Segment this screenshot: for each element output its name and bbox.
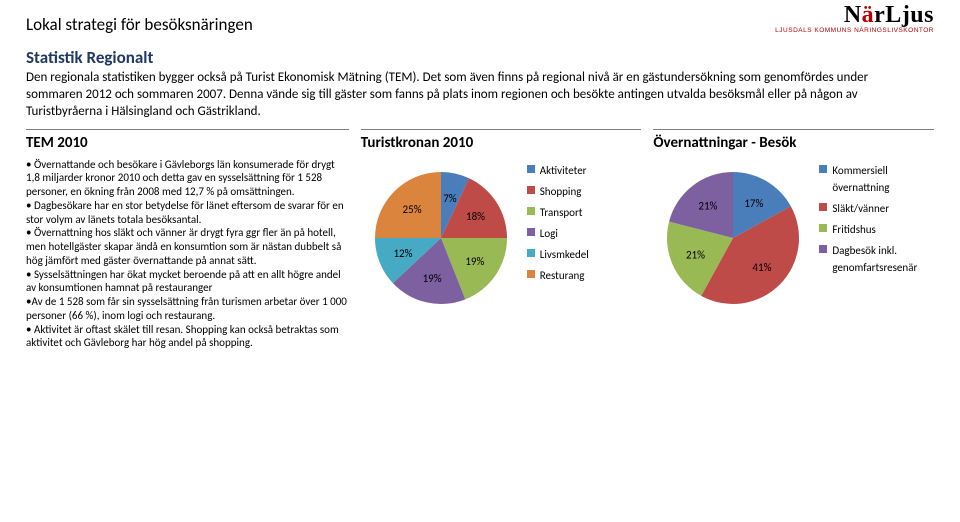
column-overnattningar: Övernattningar - Besök 17% 41% 21% 21% Komm… [653,129,934,351]
logo-text: NärLjus [844,2,934,28]
pie-slice-label: 18% [466,210,485,223]
pie-slice-label: 19% [422,272,441,285]
legend-item: Kommersiell övernattning [819,162,934,196]
legend-item: Logi [527,225,589,242]
legend-swatch [527,270,535,278]
legend-item: Aktiviteter [527,162,589,179]
legend-turistkronan: Aktiviteter Shopping Transport Logi Livs… [527,162,589,288]
legend-overnattningar: Kommersiell övernattning Släkt/vänner Fr… [819,162,934,280]
legend-label: Livsmkedel [540,246,589,263]
column-tem-2010: TEM 2010 • Övernattande och besökare i G… [26,129,349,351]
section-title: Statistik Regionalt [26,47,934,68]
logo-subtitle: LJUSDALS KOMMUNS NÄRINGSLIVSKONTOR [775,27,934,34]
legend-item: Resturang [527,267,589,284]
legend-swatch [819,165,827,173]
pie-slice-label: 25% [402,203,421,216]
column-header: Övernattningar - Besök [653,134,934,152]
legend-item: Transport [527,204,589,221]
pie-chart-overnattningar: 17% 41% 21% 21% [653,158,813,328]
legend-swatch [527,228,535,236]
legend-label: Transport [540,204,583,221]
legend-label: Dagbesök inkl. genomfartsresenär [832,242,934,276]
pie-slice-label: 17% [745,196,764,209]
bullet-line: • Aktivitet är oftast skälet till resan.… [26,323,349,351]
bullet-line: •Av de 1 528 som får sin sysselsättning … [26,295,349,323]
legend-label: Shopping [540,183,582,200]
pie-slice-label: 21% [699,199,718,212]
legend-label: Logi [540,225,558,242]
legend-item: Dagbesök inkl. genomfartsresenär [819,242,934,276]
legend-label: Fritidshus [832,221,875,238]
legend-label: Aktiviteter [540,162,587,179]
legend-swatch [527,186,535,194]
pie-chart-turistkronan: 7% 18% 19% 19% 12% 25% [361,158,521,328]
legend-swatch [819,224,827,232]
bullet-line: • Dagbesökare har en stor betydelse för … [26,199,349,227]
legend-item: Shopping [527,183,589,200]
legend-item: Livsmkedel [527,246,589,263]
legend-label: Kommersiell övernattning [832,162,934,196]
bullet-text: • Övernattande och besökare i Gävleborgs… [26,158,349,351]
pie-slice-label: 12% [393,247,412,260]
pie-slice-label: 7% [443,192,457,205]
legend-swatch [527,249,535,257]
pie-slice-label: 21% [686,248,705,261]
bullet-line: • Sysselsättningen har ökat mycket beroe… [26,268,349,296]
legend-swatch [527,207,535,215]
pie-slice-label: 41% [753,261,772,274]
intro-paragraph: Den regionala statistiken bygger också p… [26,70,926,121]
legend-swatch [819,203,827,211]
legend-label: Släkt/vänner [832,200,889,217]
pie-slice-label: 19% [465,255,484,268]
legend-swatch [819,245,827,253]
column-header: Turistkronan 2010 [361,134,642,152]
legend-item: Fritidshus [819,221,934,238]
legend-item: Släkt/vänner [819,200,934,217]
legend-swatch [527,165,535,173]
column-turistkronan: Turistkronan 2010 7% 18% 19% 19% 12% 25% Akti… [361,129,642,351]
logo: NärLjus LJUSDALS KOMMUNS NÄRINGSLIVSKONT… [775,2,934,34]
bullet-line: • Övernattning hos släkt och vänner är d… [26,226,349,267]
column-header: TEM 2010 [26,134,349,152]
legend-label: Resturang [540,267,585,284]
bullet-line: • Övernattande och besökare i Gävleborgs… [26,158,349,199]
